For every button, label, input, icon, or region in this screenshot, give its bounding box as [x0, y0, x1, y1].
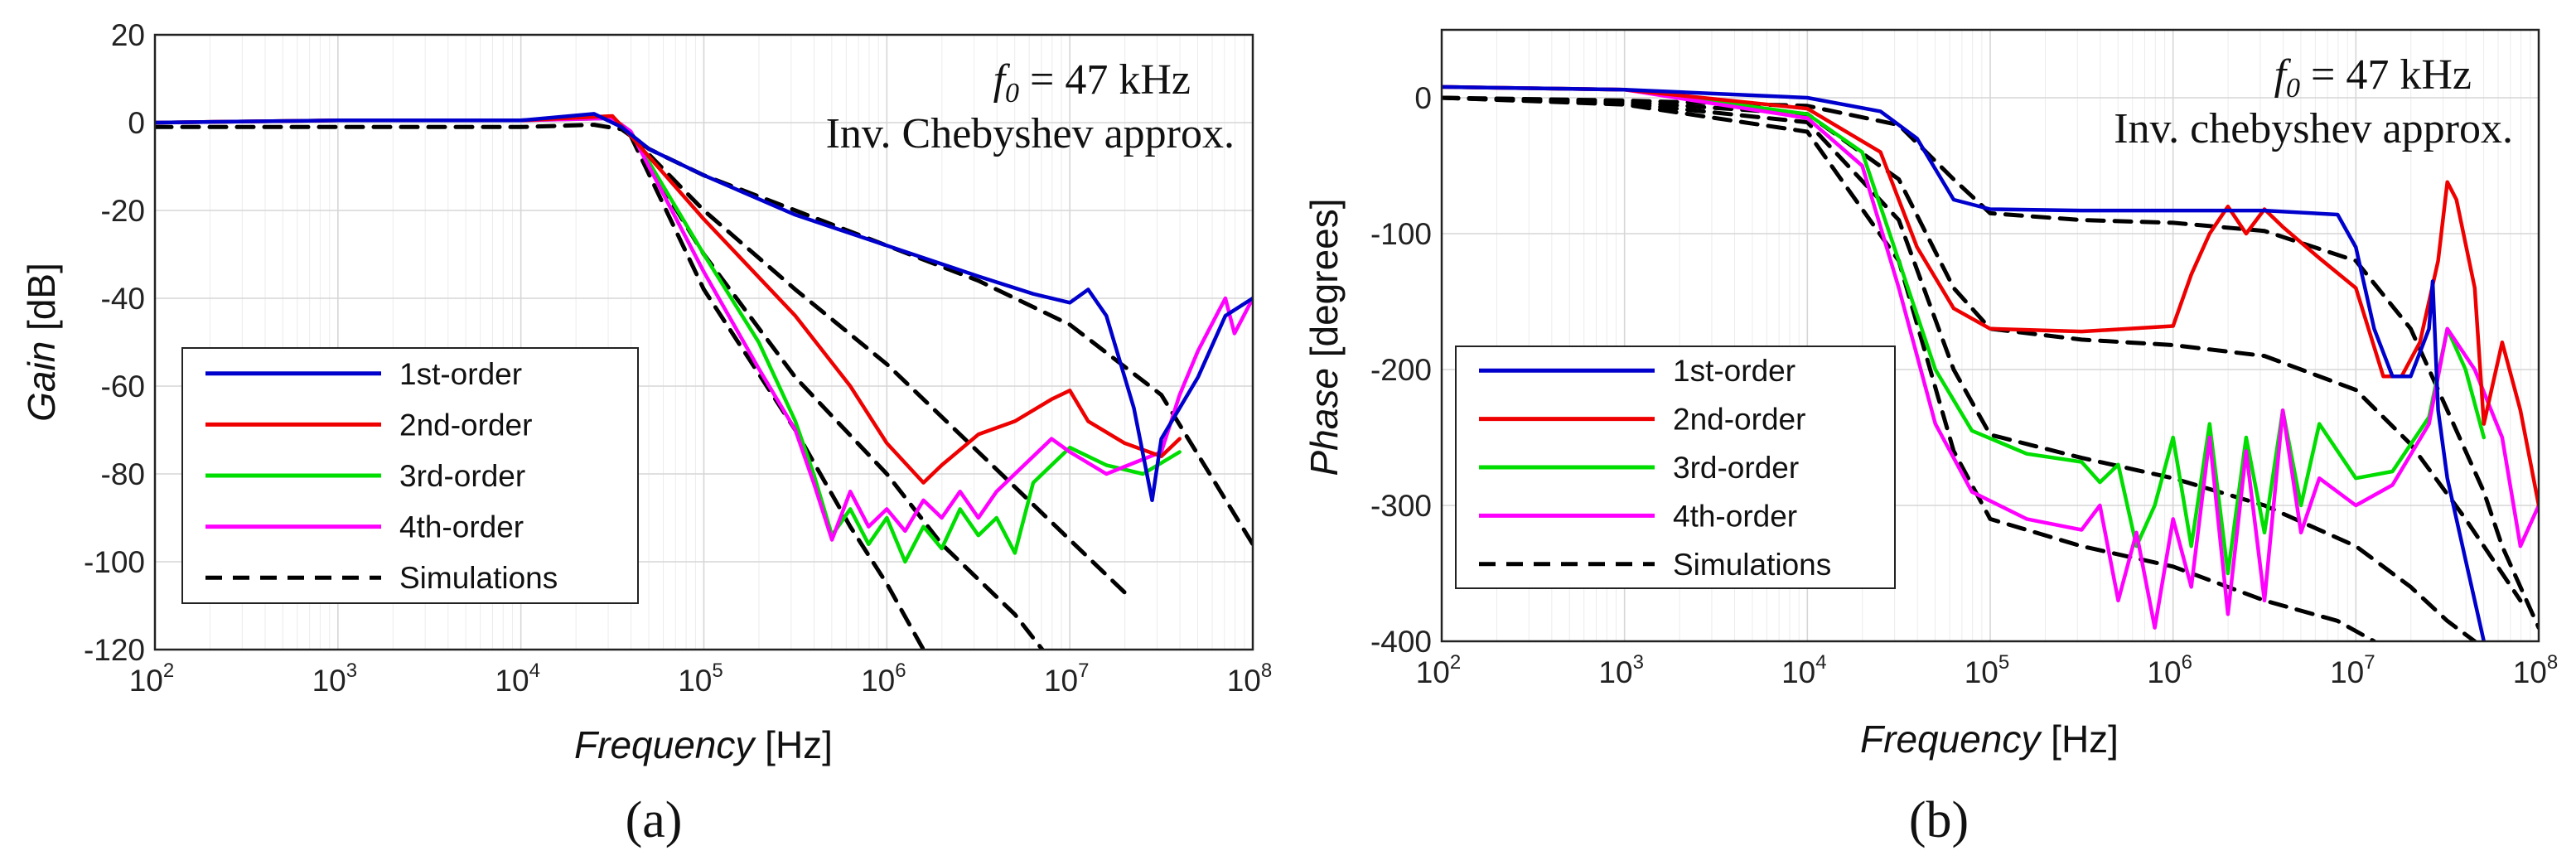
phase-annotation-f0: f0 = 47 kHz	[2274, 51, 2472, 104]
gain-x-tick-label: 103	[312, 660, 358, 698]
phase-legend-label: 1st-order	[1673, 354, 1795, 388]
gain-x-tick-label: 108	[1227, 660, 1273, 698]
gain-y-tick-label: -80	[101, 457, 145, 491]
phase-plot-frame	[1440, 28, 2540, 643]
phase-legend-box	[1455, 346, 1896, 589]
phase-y-tick-label: -200	[1370, 353, 1432, 387]
phase-legend: 1st-order 2nd-order 3rd-order 4th-order Simu…	[1455, 346, 1896, 589]
phase-series	[1442, 85, 2539, 641]
gain-legend: 1st-order 2nd-order 3rd-order 4th-order Simu…	[181, 347, 639, 604]
gain-legend-label: Simulations	[399, 561, 558, 595]
phase-series-1st-order	[1442, 85, 2487, 641]
gain-x-tick-label: 104	[495, 660, 540, 698]
phase-y-tick-label: 0	[1414, 81, 1432, 115]
gain-plot-frame	[153, 33, 1254, 651]
phase-x-tick-label: 102	[1416, 651, 1462, 689]
phase-series-2nd-order	[1442, 85, 2539, 508]
gain-y-tick-label: -60	[101, 370, 145, 404]
phase-y-tick-label: -300	[1370, 489, 1432, 523]
phase-y-tick-label: -100	[1370, 217, 1432, 251]
gain-chart: 102 103 104 105 106 107 108 20 0 -20 -40 -60 -80 -100…	[20, 18, 1272, 848]
gain-y-tick-label: -20	[101, 194, 145, 228]
phase-legend-label: 4th-order	[1673, 499, 1797, 533]
gain-legend-label: 3rd-order	[399, 459, 525, 493]
gain-series-2nd-order	[155, 114, 1182, 485]
phase-x-axis-title: Frequency [Hz]	[1860, 718, 2119, 761]
gain-series-simulation-3rd	[628, 133, 1045, 650]
phase-x-tick-label: 104	[1781, 651, 1827, 689]
gain-series-1st-order	[155, 112, 1253, 503]
gain-x-tick-label: 105	[678, 660, 723, 698]
gain-series-simulation-4th	[628, 133, 926, 650]
phase-series-simulation-3rd	[1442, 95, 2477, 641]
phase-legend-label: 3rd-order	[1673, 451, 1799, 485]
phase-legend-label: 2nd-order	[1673, 403, 1805, 437]
gain-y-tick-label: -100	[84, 545, 145, 579]
gain-x-axis-title: Frequency [Hz]	[574, 723, 833, 766]
gain-x-tick-label: 107	[1044, 660, 1090, 698]
gain-annotation-approx: Inv. Chebyshev approx.	[826, 110, 1235, 157]
gain-x-tick-label: 102	[129, 660, 175, 698]
phase-series-simulation-4th	[1442, 95, 2376, 641]
phase-legend-label: Simulations	[1673, 548, 1831, 582]
gain-series-simulation-1st	[155, 123, 1253, 547]
phase-x-tick-label: 108	[2513, 651, 2559, 689]
phase-x-tick-label: 107	[2330, 651, 2375, 689]
gain-legend-label: 4th-order	[399, 510, 524, 544]
phase-caption: (b)	[1909, 792, 1969, 848]
gain-ticks: 102 103 104 105 106 107 108 20 0 -20 -40 -60 -80 -100…	[84, 18, 1272, 698]
phase-y-axis-title: Phase [degrees]	[1302, 198, 1346, 476]
phase-x-tick-label: 106	[2147, 651, 2192, 689]
phase-x-tick-label: 105	[1965, 651, 2010, 689]
gain-y-tick-label: -120	[84, 633, 145, 667]
phase-series-simulation-1st	[1442, 95, 2539, 631]
phase-chart: 102 103 104 105 106 107 108 0 -100 -200 -300 -400 f…	[1302, 28, 2558, 848]
gain-series-simulation-2nd	[628, 133, 1127, 595]
phase-x-tick-label: 103	[1598, 651, 1644, 689]
gain-y-tick-label: 0	[128, 106, 145, 140]
gain-legend-label: 1st-order	[399, 357, 522, 391]
gain-y-tick-label: 20	[111, 18, 145, 52]
gain-series-4th-order	[155, 116, 1253, 542]
phase-y-tick-label: -400	[1370, 625, 1432, 659]
phase-series-4th-order	[1442, 85, 2539, 630]
gain-series	[155, 112, 1253, 650]
gain-x-tick-label: 106	[861, 660, 906, 698]
gain-y-axis-title: Gain [dB]	[20, 263, 63, 422]
phase-series-3rd-order	[1442, 85, 2487, 576]
gain-y-tick-label: -40	[101, 282, 145, 316]
phase-ticks: 102 103 104 105 106 107 108 0 -100 -200 -300 -400	[1370, 81, 2558, 689]
gain-caption: (a)	[626, 792, 683, 848]
phase-annotation-approx: Inv. chebyshev approx.	[2114, 105, 2513, 152]
gain-annotation-f0: f0 = 47 kHz	[993, 56, 1191, 109]
gain-legend-label: 2nd-order	[399, 408, 532, 442]
